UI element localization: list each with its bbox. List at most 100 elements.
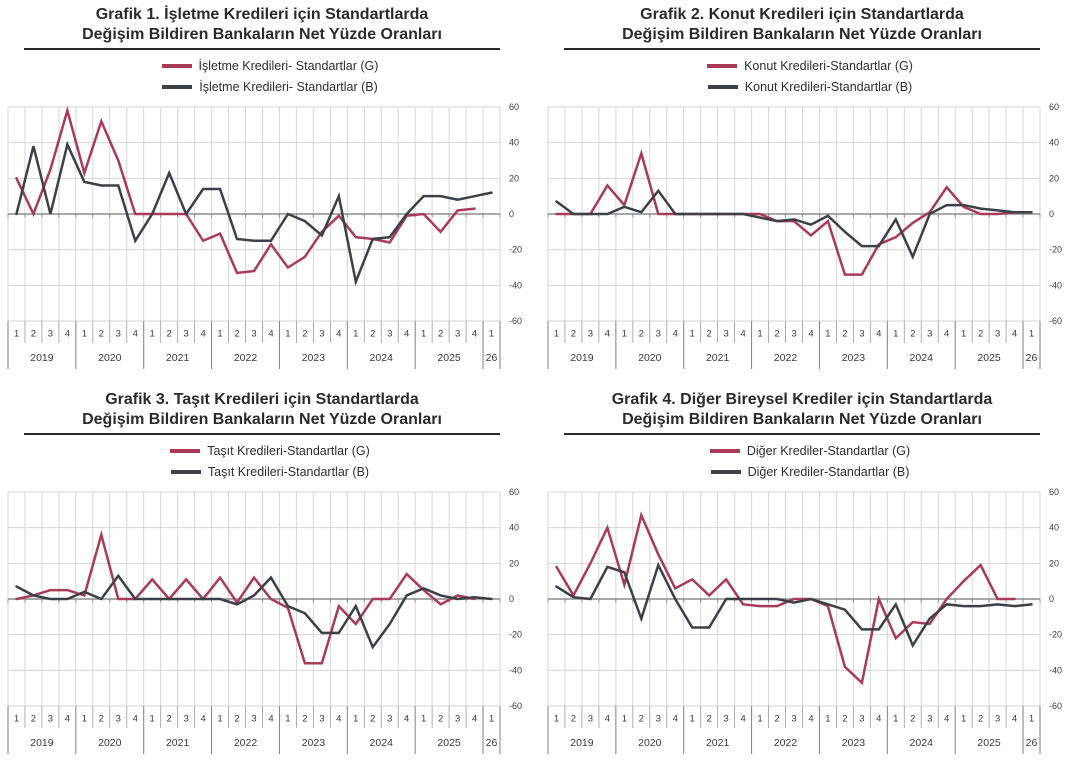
svg-text:2: 2 bbox=[774, 329, 779, 340]
svg-text:-60: -60 bbox=[509, 701, 522, 711]
chart-title-line1: Grafik 2. Konut Kredileri için Standartl… bbox=[640, 6, 964, 23]
svg-text:1: 1 bbox=[285, 329, 290, 340]
svg-text:0: 0 bbox=[509, 594, 514, 604]
svg-text:1: 1 bbox=[353, 329, 358, 340]
svg-text:4: 4 bbox=[605, 714, 610, 725]
svg-text:1: 1 bbox=[893, 714, 898, 725]
chart-title: Grafik 3. Taşıt Kredileri için Standartl… bbox=[24, 390, 500, 436]
svg-text:1: 1 bbox=[961, 329, 966, 340]
svg-text:1: 1 bbox=[82, 714, 87, 725]
legend-line-swatch-b bbox=[162, 85, 193, 89]
svg-text:3: 3 bbox=[927, 714, 932, 725]
svg-text:3: 3 bbox=[455, 329, 460, 340]
svg-text:-60: -60 bbox=[1049, 316, 1062, 326]
svg-text:3: 3 bbox=[319, 329, 324, 340]
svg-text:3: 3 bbox=[588, 714, 593, 725]
svg-text:4: 4 bbox=[133, 714, 138, 725]
chart-panel-grafik1: Grafik 1. İşletme Kredileri için Standar… bbox=[0, 0, 540, 385]
svg-text:1: 1 bbox=[14, 714, 19, 725]
svg-text:3: 3 bbox=[995, 329, 1000, 340]
legend-row: Diğer Krediler-Standartlar (G) bbox=[540, 444, 1080, 458]
svg-text:2: 2 bbox=[234, 329, 239, 340]
svg-text:4: 4 bbox=[876, 329, 881, 340]
svg-text:2021: 2021 bbox=[166, 737, 190, 749]
svg-text:2: 2 bbox=[31, 329, 36, 340]
svg-text:3: 3 bbox=[251, 714, 256, 725]
svg-text:3: 3 bbox=[656, 329, 661, 340]
svg-text:1: 1 bbox=[421, 329, 426, 340]
svg-text:1: 1 bbox=[82, 329, 87, 340]
svg-text:3: 3 bbox=[48, 714, 53, 725]
legend-row: Konut Kredileri-Standartlar (B) bbox=[540, 80, 1080, 94]
legend-line-swatch-g bbox=[709, 449, 740, 453]
svg-text:3: 3 bbox=[387, 329, 392, 340]
legend-line-swatch-g bbox=[707, 64, 738, 68]
legend-row: Diğer Krediler-Standartlar (B) bbox=[540, 465, 1080, 479]
svg-text:1: 1 bbox=[825, 714, 830, 725]
svg-text:4: 4 bbox=[336, 329, 341, 340]
svg-text:2: 2 bbox=[370, 329, 375, 340]
svg-text:4: 4 bbox=[808, 714, 813, 725]
svg-text:1: 1 bbox=[893, 329, 898, 340]
svg-text:1: 1 bbox=[285, 714, 290, 725]
svg-text:1: 1 bbox=[14, 329, 19, 340]
svg-text:2020: 2020 bbox=[638, 737, 662, 749]
svg-text:3: 3 bbox=[183, 329, 188, 340]
svg-text:2024: 2024 bbox=[910, 352, 934, 364]
svg-text:2: 2 bbox=[978, 714, 983, 725]
svg-text:4: 4 bbox=[605, 329, 610, 340]
svg-text:4: 4 bbox=[404, 329, 409, 340]
svg-text:2: 2 bbox=[99, 714, 104, 725]
svg-text:2024: 2024 bbox=[370, 352, 394, 364]
svg-text:2: 2 bbox=[31, 714, 36, 725]
svg-text:4: 4 bbox=[404, 714, 409, 725]
svg-text:2: 2 bbox=[639, 329, 644, 340]
svg-text:2025: 2025 bbox=[977, 352, 1001, 364]
svg-text:1: 1 bbox=[757, 329, 762, 340]
chart-title: Grafik 4. Diğer Bireysel Krediler için S… bbox=[564, 390, 1040, 436]
legend-row: Taşıt Kredileri-Standartlar (G) bbox=[0, 444, 540, 458]
legend-label: İşletme Kredileri- Standartlar (B) bbox=[199, 80, 378, 95]
svg-text:2023: 2023 bbox=[302, 352, 326, 364]
svg-text:2: 2 bbox=[99, 329, 104, 340]
svg-text:4: 4 bbox=[944, 714, 949, 725]
svg-text:4: 4 bbox=[1012, 329, 1017, 340]
svg-text:4: 4 bbox=[65, 329, 70, 340]
svg-text:26: 26 bbox=[1026, 352, 1038, 364]
svg-text:26: 26 bbox=[486, 352, 498, 364]
svg-text:60: 60 bbox=[509, 102, 519, 112]
svg-text:1: 1 bbox=[150, 329, 155, 340]
svg-text:1: 1 bbox=[217, 714, 222, 725]
svg-text:4: 4 bbox=[673, 714, 678, 725]
svg-text:2020: 2020 bbox=[638, 352, 662, 364]
legend-row: İşletme Kredileri- Standartlar (B) bbox=[0, 80, 540, 94]
svg-text:2: 2 bbox=[707, 714, 712, 725]
svg-text:2025: 2025 bbox=[437, 352, 461, 364]
svg-text:-20: -20 bbox=[509, 245, 522, 255]
svg-text:26: 26 bbox=[1026, 737, 1038, 749]
svg-text:3: 3 bbox=[48, 329, 53, 340]
svg-text:2: 2 bbox=[639, 714, 644, 725]
legend-row: İşletme Kredileri- Standartlar (G) bbox=[0, 59, 540, 73]
svg-text:2: 2 bbox=[302, 714, 307, 725]
svg-text:60: 60 bbox=[1049, 102, 1059, 112]
legend-line-swatch-b bbox=[170, 470, 201, 474]
svg-text:1: 1 bbox=[1029, 329, 1034, 340]
legend-label: Diğer Krediler-Standartlar (B) bbox=[747, 465, 910, 480]
svg-text:2: 2 bbox=[370, 714, 375, 725]
legend-label: Konut Kredileri-Standartlar (G) bbox=[744, 59, 913, 74]
legend-label: Diğer Krediler-Standartlar (G) bbox=[746, 444, 911, 459]
svg-text:4: 4 bbox=[1012, 714, 1017, 725]
svg-text:1: 1 bbox=[150, 714, 155, 725]
svg-text:40: 40 bbox=[509, 138, 519, 148]
svg-text:2025: 2025 bbox=[977, 737, 1001, 749]
svg-text:4: 4 bbox=[200, 714, 205, 725]
legend: Konut Kredileri-Standartlar (G) Konut Kr… bbox=[540, 59, 1080, 94]
svg-text:2019: 2019 bbox=[570, 352, 594, 364]
svg-text:0: 0 bbox=[1049, 209, 1054, 219]
svg-text:2021: 2021 bbox=[166, 352, 190, 364]
svg-text:20: 20 bbox=[509, 173, 519, 183]
legend: Taşıt Kredileri-Standartlar (G) Taşıt Kr… bbox=[0, 444, 540, 479]
